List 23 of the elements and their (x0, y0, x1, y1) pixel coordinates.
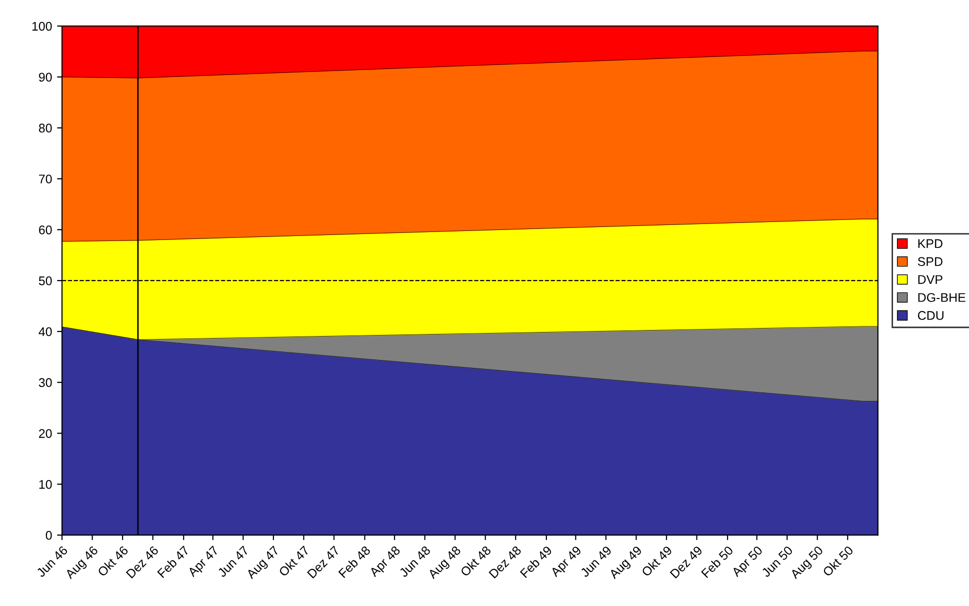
y-tick-label: 10 (39, 480, 52, 489)
legend-label: CDU (918, 311, 944, 320)
legend-label: KPD (918, 239, 942, 248)
y-tick-label: 100 (32, 22, 52, 31)
x-tick-label: Feb 50 (700, 545, 734, 578)
y-tick-label: 20 (39, 429, 52, 438)
y-tick-label: 70 (39, 174, 52, 184)
x-tick-label: Jun 46 (36, 545, 68, 578)
y-tick-label: 90 (38, 72, 52, 82)
x-tick-label: Jun 50 (760, 545, 794, 578)
legend-label: SPD (918, 257, 942, 266)
y-tick-label: 30 (38, 378, 52, 388)
y-tick-label: 0 (46, 530, 52, 540)
x-tick-label: Okt 50 (822, 545, 854, 577)
x-tick-label: Feb 48 (338, 545, 371, 578)
y-tick-label: 60 (39, 225, 52, 234)
x-tick-label: Feb 49 (520, 545, 552, 578)
y-tick-label: 80 (38, 124, 52, 133)
legend-label: DVP (918, 275, 942, 284)
y-tick-label: 40 (38, 327, 52, 336)
x-tick-label: Feb 47 (156, 545, 190, 578)
legend-label: DG-BHE (918, 293, 966, 302)
y-tick-label: 50 (38, 276, 52, 286)
